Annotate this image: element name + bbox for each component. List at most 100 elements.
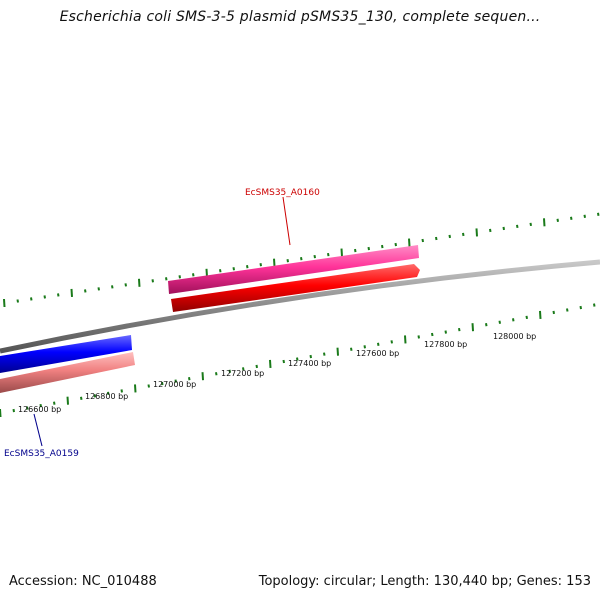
bp-tick-label: 128000 bp	[493, 332, 536, 341]
outer-ring-minor-tick	[232, 267, 235, 271]
inner-ring-minor-tick	[458, 327, 461, 332]
inner-ring-minor-tick	[363, 345, 366, 349]
outer-ring-minor-tick	[286, 259, 289, 263]
inner-ring-minor-tick	[552, 310, 555, 315]
outer-ring-minor-tick	[30, 297, 33, 301]
inner-ring-minor-tick	[147, 384, 150, 388]
inner-ring-minor-tick	[228, 369, 231, 373]
outer-ring-minor-tick	[16, 299, 19, 303]
inner-ring-minor-tick	[39, 403, 42, 408]
inner-ring-minor-tick	[417, 335, 420, 339]
outer-ring-minor-tick	[151, 279, 154, 283]
inner-tick-ring	[0, 303, 596, 418]
outer-ring-minor-tick	[435, 236, 438, 241]
inner-ring-minor-tick	[296, 357, 299, 361]
outer-ring-major-tick	[408, 238, 411, 247]
inner-ring-major-tick	[134, 384, 137, 393]
outer-ring-minor-tick	[313, 254, 316, 259]
bp-labels: 126600 bp 126800 bp 127000 bp 127200 bp 1274…	[18, 332, 536, 414]
inner-ring-minor-tick	[12, 408, 15, 413]
gene-pink-block	[168, 245, 419, 294]
inner-ring-minor-tick	[323, 352, 326, 356]
bp-tick-label: 127200 bp	[221, 369, 264, 378]
inner-ring-minor-tick	[26, 406, 29, 410]
inner-ring-minor-tick	[593, 303, 596, 307]
outer-ring-major-tick	[340, 248, 343, 257]
outer-ring-minor-tick	[367, 246, 370, 251]
outer-ring-minor-tick	[570, 216, 573, 220]
outer-ring-minor-tick	[246, 265, 249, 269]
gene-label-a0160[interactable]: EcSMS35_A0160	[245, 188, 320, 198]
bp-tick-label: 127400 bp	[288, 359, 331, 368]
inner-ring-major-tick	[66, 396, 69, 405]
outer-ring-minor-tick	[192, 273, 195, 277]
outer-ring-minor-tick	[327, 252, 330, 257]
outer-ring-minor-tick	[502, 226, 505, 231]
bp-tick-label: 127800 bp	[424, 340, 467, 349]
outer-ring-minor-tick	[489, 228, 492, 233]
inner-ring-minor-tick	[512, 318, 515, 322]
gene-label-a0159[interactable]: EcSMS35_A0159	[4, 449, 79, 459]
inner-ring-minor-tick	[161, 381, 164, 386]
outer-ring-minor-tick	[84, 289, 87, 293]
inner-ring-major-tick	[471, 323, 474, 332]
outer-ring-major-tick	[475, 228, 478, 237]
bp-tick-label: 127000 bp	[153, 380, 196, 389]
inner-ring-minor-tick	[53, 401, 56, 405]
outer-ring-minor-tick	[462, 232, 465, 237]
outer-ring-minor-tick	[57, 293, 60, 297]
inner-ring-minor-tick	[566, 308, 569, 312]
bp-tick-label: 126800 bp	[85, 392, 128, 401]
outer-ring-minor-tick	[421, 238, 424, 243]
outer-ring-minor-tick	[219, 269, 222, 273]
outer-ring-minor-tick	[381, 244, 384, 249]
outer-ring-minor-tick	[43, 295, 46, 299]
inner-ring-minor-tick	[174, 379, 177, 383]
outer-ring-minor-tick	[394, 242, 397, 247]
bp-tick-label: 127600 bp	[356, 349, 399, 358]
gene-salmon-block	[0, 352, 135, 393]
gene-blue-block	[0, 335, 132, 373]
outer-ring-minor-tick	[448, 234, 451, 239]
outer-ring-minor-tick	[354, 248, 357, 253]
inner-ring-minor-tick	[525, 315, 528, 320]
inner-ring-major-tick	[201, 372, 204, 381]
inner-ring-minor-tick	[80, 396, 83, 400]
inner-ring-major-tick	[0, 408, 2, 418]
inner-ring-minor-tick	[579, 305, 582, 310]
map-title: Escherichia coli SMS-3-5 plasmid pSMS35_…	[59, 9, 541, 25]
outer-ring-major-tick	[543, 218, 546, 227]
gene-label-line-a0160	[282, 196, 291, 246]
inner-ring-major-tick	[404, 335, 407, 344]
genome-summary: Topology: circular; Length: 130,440 bp; …	[258, 574, 591, 589]
outer-ring-minor-tick	[97, 287, 100, 291]
outer-ring-minor-tick	[259, 263, 262, 267]
outer-ring-minor-tick	[529, 222, 532, 227]
inner-ring-minor-tick	[93, 394, 96, 398]
outer-ring-major-tick	[273, 258, 276, 267]
outer-ring-minor-tick	[597, 212, 600, 216]
outer-ring-major-tick	[138, 278, 141, 287]
inner-ring-minor-tick	[390, 340, 393, 344]
inner-ring-minor-tick	[188, 377, 191, 381]
inner-ring-minor-tick	[215, 372, 218, 376]
gene-label-line-a0159	[33, 413, 43, 447]
inner-ring-minor-tick	[242, 367, 245, 371]
inner-ring-minor-tick	[485, 323, 488, 327]
inner-ring-minor-tick	[255, 364, 258, 369]
inner-ring-minor-tick	[282, 359, 285, 364]
inner-ring-minor-tick	[120, 389, 123, 393]
outer-ring-minor-tick	[556, 218, 559, 223]
inner-ring-minor-tick	[350, 347, 353, 351]
outer-ring-minor-tick	[165, 277, 168, 281]
outer-ring-minor-tick	[178, 275, 181, 279]
gene-red-arrow	[171, 264, 420, 312]
outer-ring-major-tick	[70, 288, 73, 297]
outer-ring-minor-tick	[124, 283, 127, 287]
plasmid-backbone	[0, 259, 600, 354]
inner-ring-minor-tick	[309, 354, 312, 359]
outer-ring-minor-tick	[300, 256, 303, 261]
inner-ring-minor-tick	[377, 342, 380, 346]
outer-ring-minor-tick	[516, 224, 519, 229]
